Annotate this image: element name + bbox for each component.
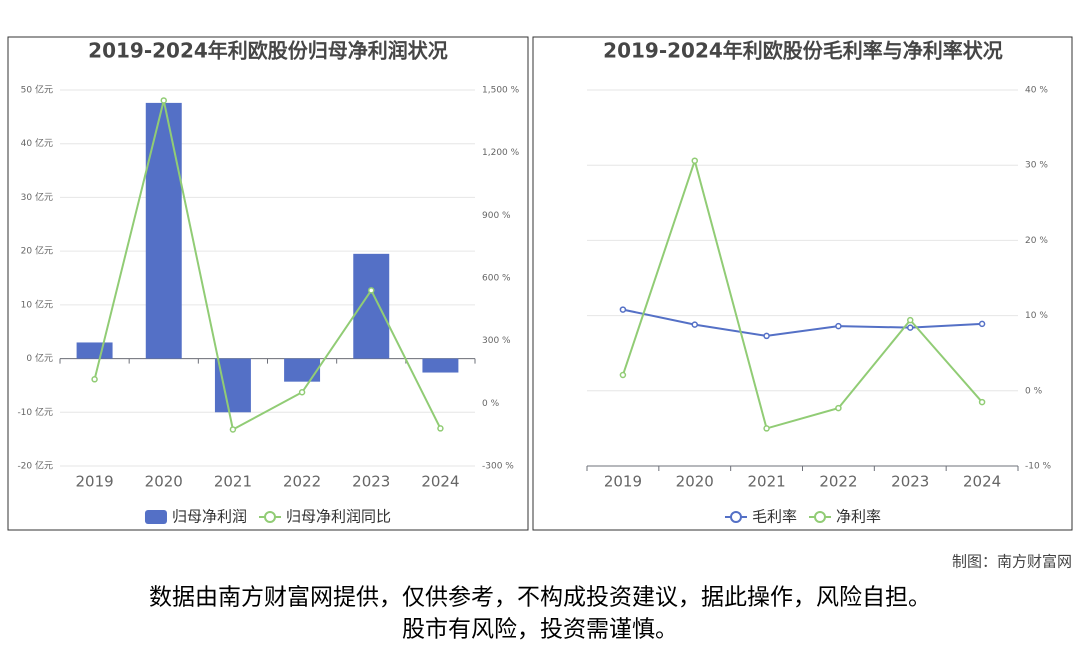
point: [91, 376, 98, 383]
chart-frame: [7, 36, 529, 531]
bar: [284, 358, 321, 382]
x-tick-label: 2023: [352, 473, 390, 491]
legend: 毛利率 净利率: [724, 508, 881, 526]
line: [621, 157, 983, 430]
bar: [422, 358, 459, 373]
y2-tick-label: 40 %: [1025, 86, 1048, 96]
y-tick-label: 30 亿元: [21, 191, 53, 203]
y-tick-label: 0 亿元: [26, 352, 53, 364]
point: [298, 389, 306, 396]
y-tick-label: -10 亿元: [17, 406, 53, 418]
chart-title: 2019-2024年利欧股份归母净利润状况: [88, 39, 448, 63]
x-tick-label: 2020: [145, 473, 183, 491]
bar: [145, 102, 182, 359]
legend-swatch: [729, 511, 742, 523]
legend-swatch: [264, 511, 276, 523]
line: [622, 308, 983, 337]
y2-tick-label: 1,500 %: [482, 86, 520, 96]
y2-tick-label: 600 %: [482, 274, 511, 284]
y2-tick-label: 300 %: [482, 336, 511, 346]
y2-tick-label: 20 %: [1025, 236, 1048, 246]
point: [229, 426, 237, 433]
legend-label: 毛利率: [752, 508, 797, 526]
point: [691, 321, 698, 328]
disclaimer: 股市有风险，投资需谨慎。: [402, 617, 678, 643]
point: [763, 332, 770, 340]
legend-label: 归母净利润: [172, 508, 247, 526]
point: [368, 287, 375, 294]
point: [835, 404, 842, 412]
point: [437, 425, 444, 432]
chart-frame: [532, 36, 1073, 531]
y-tick-label: 40 亿元: [21, 137, 53, 149]
x-tick-label: 2022: [283, 473, 321, 491]
y2-tick-label: -10 %: [1025, 462, 1052, 472]
point: [907, 316, 914, 324]
y-tick-label: 50 亿元: [21, 84, 53, 96]
bar: [76, 342, 113, 359]
x-tick-label: 2022: [819, 473, 857, 491]
point: [160, 97, 167, 104]
chart-title: 2019-2024年利欧股份毛利率与净利率状况: [603, 39, 1003, 63]
legend: 归母净利润 归母净利润同比: [144, 508, 391, 526]
point: [619, 306, 627, 313]
bar: [214, 358, 251, 413]
x-tick-label: 2020: [676, 473, 714, 491]
legend-swatch: [814, 511, 826, 523]
y2-tick-label: -300 %: [482, 462, 514, 472]
point: [691, 157, 698, 164]
y-tick-label: 10 亿元: [21, 298, 53, 310]
legend-label: 净利率: [836, 508, 881, 526]
x-tick-label: 2019: [604, 473, 642, 491]
y2-tick-label: 10 %: [1025, 311, 1048, 321]
y-tick-label: -20 亿元: [17, 460, 53, 472]
y2-tick-label: 1,200 %: [482, 148, 520, 158]
x-tick-label: 2021: [214, 473, 252, 491]
point: [978, 398, 986, 406]
point: [619, 371, 627, 379]
point: [835, 322, 842, 330]
point: [763, 425, 770, 432]
y2-tick-label: 0 %: [482, 399, 500, 409]
y2-tick-label: 30 %: [1025, 161, 1048, 171]
point: [907, 324, 914, 331]
disclaimer: 数据由南方财富网提供，仅供参考，不构成投资建议，据此操作，风险自担。: [149, 585, 931, 611]
y2-tick-label: 0 %: [1025, 386, 1043, 396]
y-tick-label: 20 亿元: [21, 245, 53, 257]
x-tick-label: 2019: [75, 473, 113, 491]
legend-label: 归母净利润同比: [286, 508, 391, 526]
x-tick-label: 2021: [747, 473, 785, 491]
bar: [353, 253, 390, 359]
line: [93, 100, 442, 431]
x-tick-label: 2024: [963, 473, 1001, 491]
legend-swatch: [144, 510, 167, 524]
credit: 制图：南方财富网: [952, 553, 1072, 571]
y2-tick-label: 900 %: [482, 211, 511, 221]
x-tick-label: 2023: [891, 473, 929, 491]
x-tick-label: 2024: [421, 473, 459, 491]
point: [978, 320, 986, 328]
